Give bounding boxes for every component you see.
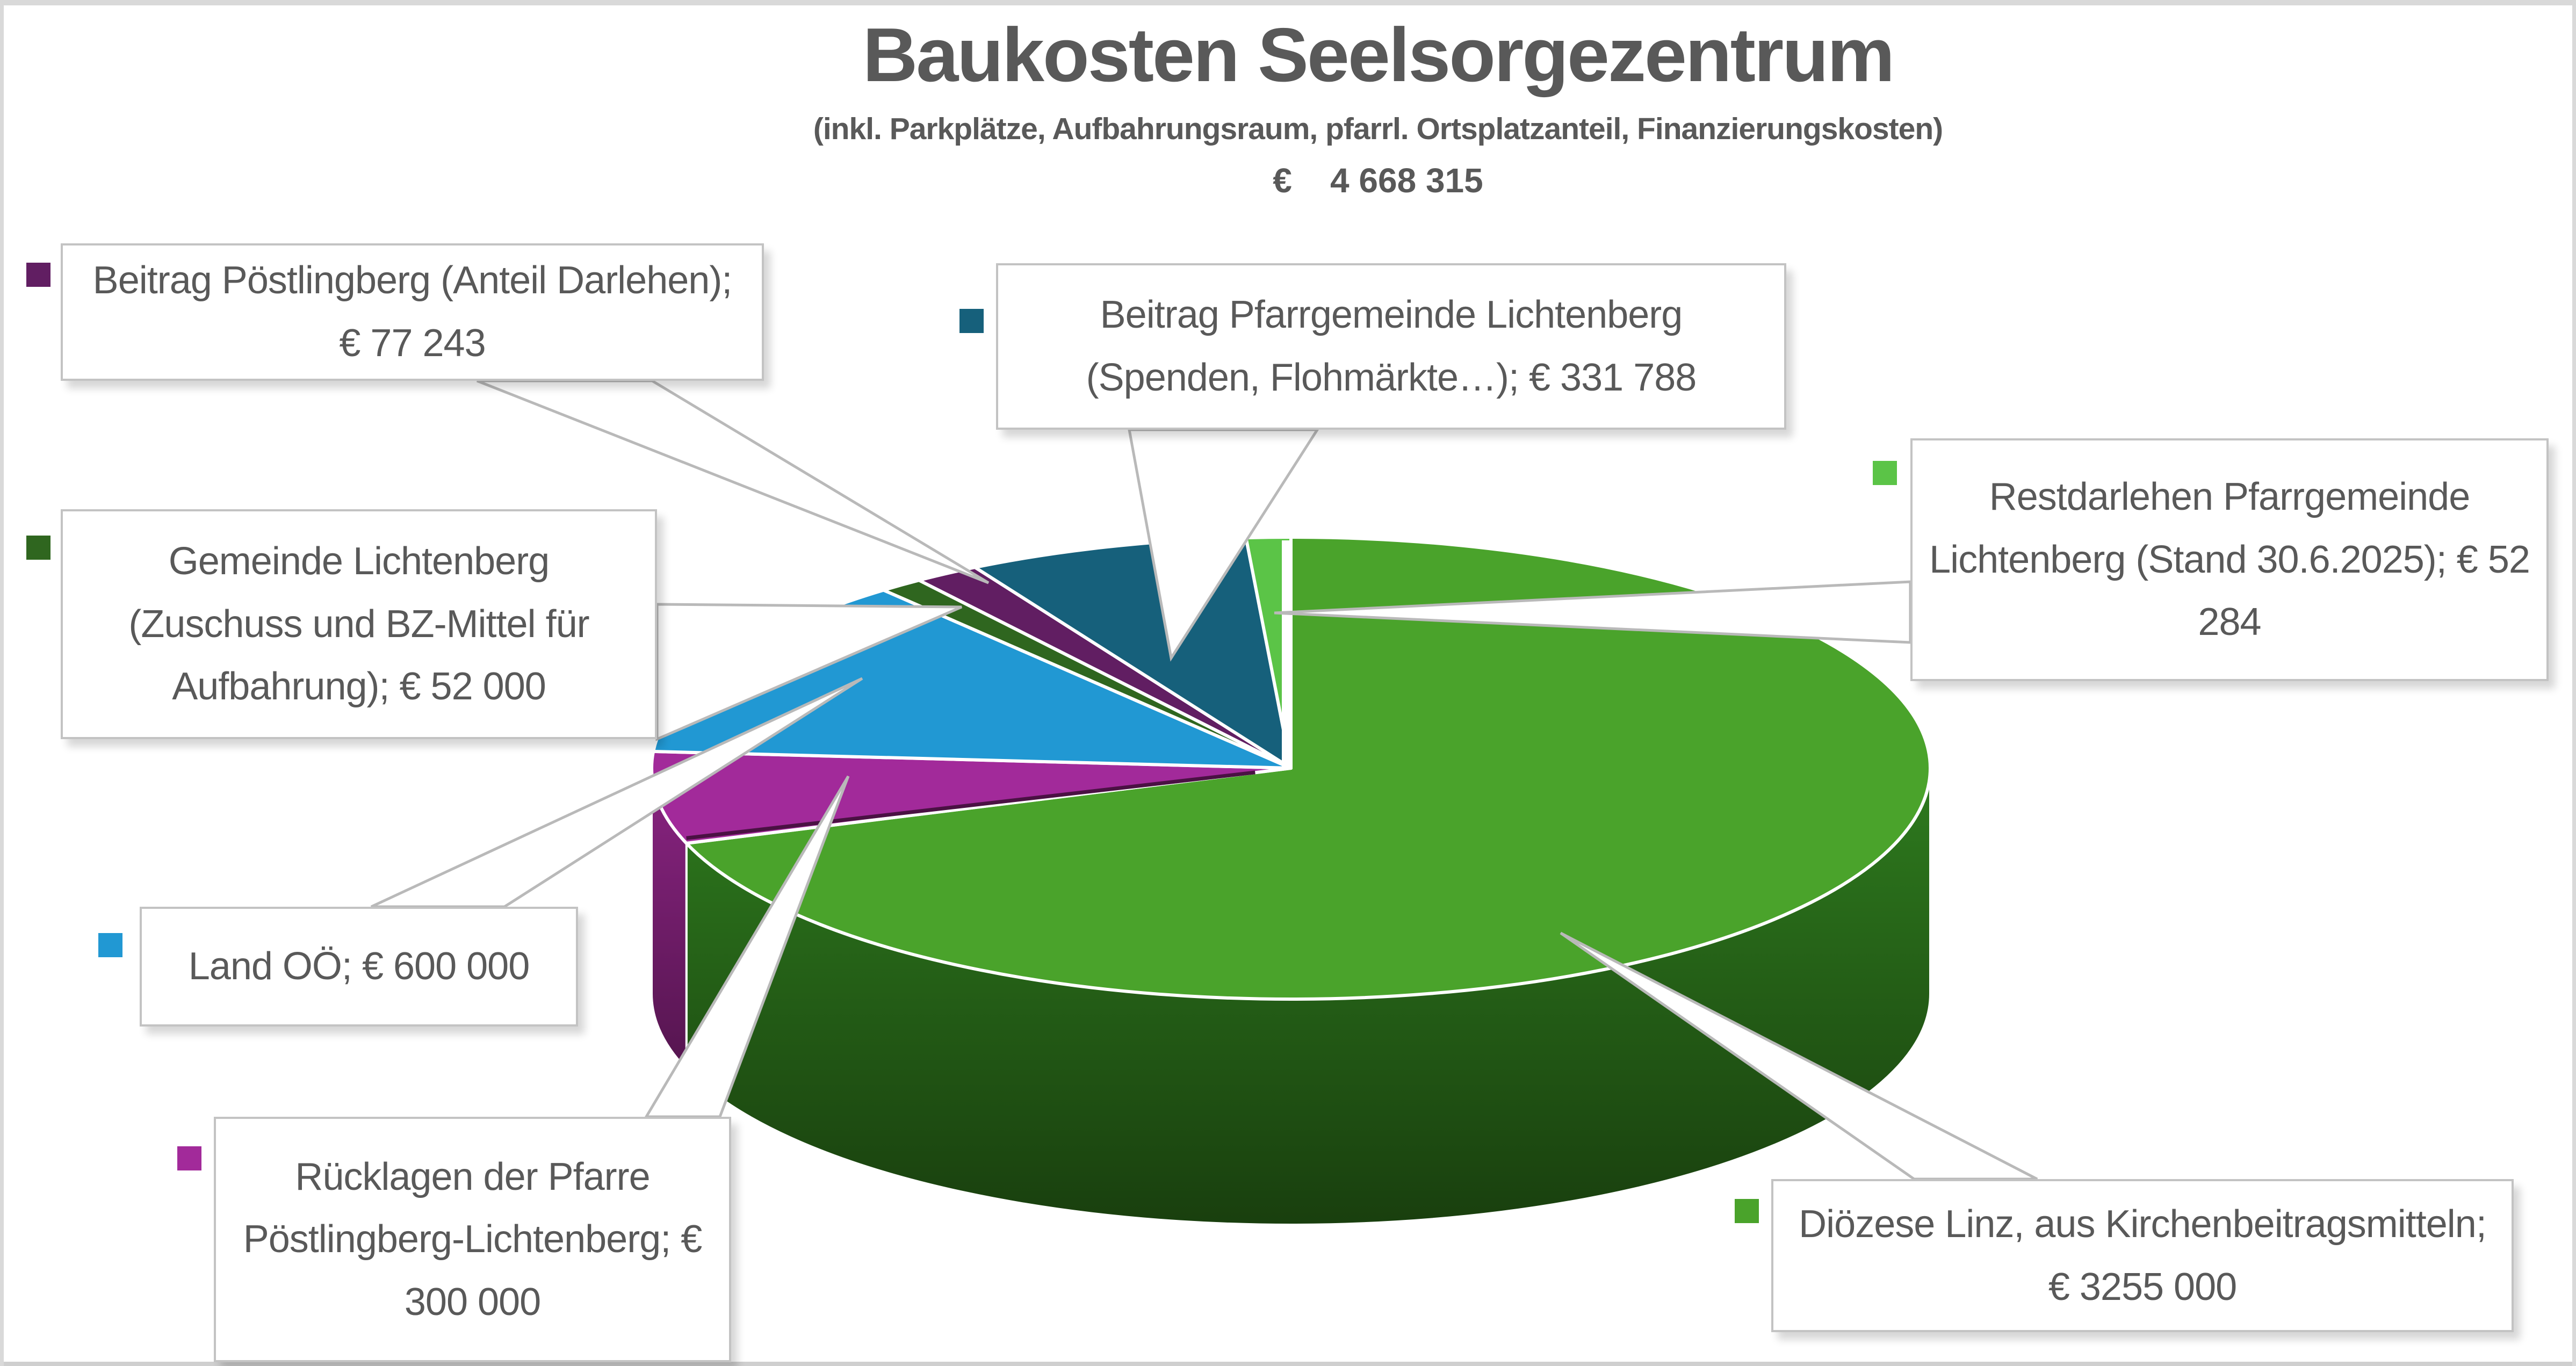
callout-label: Land OÖ; € 600 000: [188, 945, 530, 988]
callout-box-5[interactable]: Rücklagen der Pfarre Pöstlingberg-Lichte…: [214, 1117, 731, 1362]
slice-seam-dark-line: [686, 770, 1255, 840]
slide-edge-left: [0, 0, 4, 1366]
legend-marker-icon: [959, 309, 984, 333]
chart-title: Baukosten Seelsorgezentrum: [862, 12, 1895, 98]
slide-edge-bottom: [0, 1362, 2576, 1366]
legend-marker-icon: [26, 536, 50, 560]
leader-wedge-0: [477, 379, 990, 584]
callout-box-4[interactable]: Land OÖ; € 600 000: [140, 907, 578, 1027]
callout-box-3[interactable]: Gemeinde Lichtenberg (Zuschuss und BZ-Mi…: [61, 509, 657, 739]
slide-edge-top: [0, 0, 2576, 5]
callout-label: Rücklagen der Pfarre Pöstlingberg-Lichte…: [243, 1155, 703, 1324]
leader-wedge-3: [655, 603, 962, 741]
legend-marker-icon: [26, 263, 50, 287]
callout-label: Beitrag Pfarrgemeinde Lichtenberg (Spend…: [1086, 293, 1697, 399]
callout-label: Beitrag Pöstlingberg (Anteil Darlehen); …: [92, 259, 733, 365]
callout-leader-wedges: [370, 379, 2038, 1181]
chart-header: Baukosten Seelsorgezentrum (inkl. Parkpl…: [432, 15, 2324, 200]
callout-label: Diözese Linz, aus Kirchenbeitragsmitteln…: [1799, 1202, 2487, 1309]
legend-marker-icon: [177, 1146, 201, 1170]
chart-subtitle: (inkl. Parkplätze, Aufbahrungsraum, pfar…: [813, 112, 1943, 147]
chart-total-value: € 4 668 315: [1273, 161, 1483, 200]
slide-edge-right: [2572, 0, 2576, 1366]
legend-marker-icon: [1873, 461, 1897, 485]
legend-marker-icon: [1735, 1199, 1759, 1223]
legend-marker-icon: [98, 933, 122, 957]
pie-slice-separators: [686, 540, 1290, 840]
leader-wedge-1: [1127, 428, 1320, 662]
callout-box-6[interactable]: Diözese Linz, aus Kirchenbeitragsmitteln…: [1771, 1179, 2514, 1332]
callout-box-0[interactable]: Beitrag Pöstlingberg (Anteil Darlehen); …: [61, 243, 764, 381]
callout-label: Gemeinde Lichtenberg (Zuschuss und BZ-Mi…: [128, 540, 589, 709]
callout-label: Restdarlehen Pfarrgemeinde Lichtenberg (…: [1929, 475, 2530, 644]
callout-box-2[interactable]: Restdarlehen Pfarrgemeinde Lichtenberg (…: [1910, 438, 2549, 681]
callout-box-1[interactable]: Beitrag Pfarrgemeinde Lichtenberg (Spend…: [996, 263, 1786, 430]
